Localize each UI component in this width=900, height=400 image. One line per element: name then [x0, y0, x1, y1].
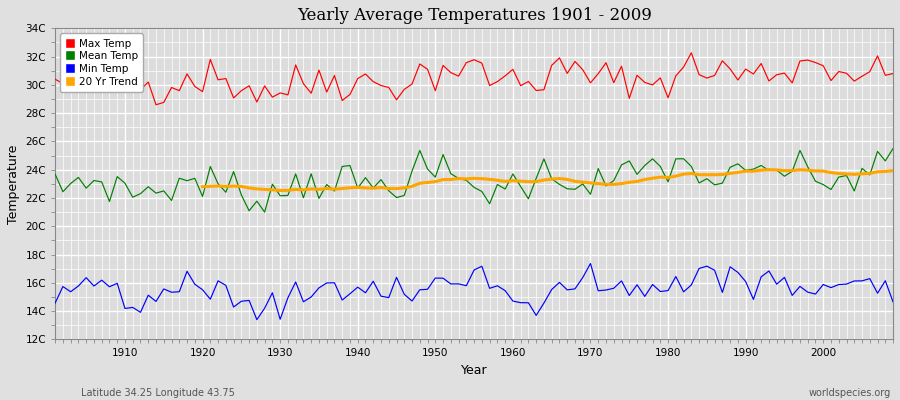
X-axis label: Year: Year [461, 364, 488, 377]
Legend: Max Temp, Mean Temp, Min Temp, 20 Yr Trend: Max Temp, Mean Temp, Min Temp, 20 Yr Tre… [60, 34, 143, 92]
Title: Yearly Average Temperatures 1901 - 2009: Yearly Average Temperatures 1901 - 2009 [297, 7, 652, 24]
Text: Latitude 34.25 Longitude 43.75: Latitude 34.25 Longitude 43.75 [81, 388, 235, 398]
Y-axis label: Temperature: Temperature [7, 144, 20, 224]
Text: worldspecies.org: worldspecies.org [809, 388, 891, 398]
